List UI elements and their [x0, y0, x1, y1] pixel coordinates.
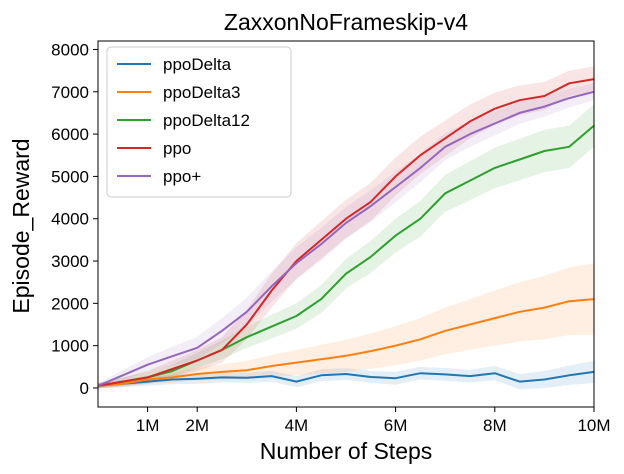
y-tick-label: 3000 [51, 252, 89, 271]
confidence-bands [98, 66, 594, 390]
band-ppoDelta [98, 360, 594, 390]
legend-label: ppoDelta12 [163, 111, 250, 130]
chart-title: ZaxxonNoFrameskip-v4 [224, 9, 468, 35]
series-line-ppoDelta3 [97, 298, 595, 387]
x-tick-label: 2M [185, 416, 209, 435]
y-tick-label: 5000 [51, 167, 89, 186]
x-tick-label: 1M [136, 416, 160, 435]
legend-label: ppo+ [163, 167, 201, 186]
x-tick-label: 8M [483, 416, 507, 435]
x-axis: 1M 2M 4M 6M 8M 10M [136, 407, 611, 435]
y-tick-label: 8000 [51, 40, 89, 59]
y-tick-label: 4000 [51, 210, 89, 229]
y-tick-label: 1000 [51, 337, 89, 356]
legend: ppoDelta ppoDelta3 ppoDelta12 ppo ppo+ [106, 46, 292, 198]
plot-frame [97, 40, 595, 408]
band-ppo+ [98, 83, 594, 389]
x-tick-label: 6M [384, 416, 408, 435]
y-axis: 0 1000 2000 3000 4000 5000 6000 7000 8000 [51, 40, 98, 398]
series-lines [97, 78, 595, 387]
band-ppoDelta12 [98, 104, 594, 389]
y-tick-label: 7000 [51, 83, 89, 102]
x-tick-label: 10M [577, 416, 610, 435]
series-line-ppo [97, 78, 595, 387]
band-ppo [98, 66, 594, 389]
legend-label: ppoDelta3 [163, 83, 241, 102]
y-tick-label: 6000 [51, 125, 89, 144]
series-line-ppo+ [97, 90, 595, 387]
x-tick-label: 4M [285, 416, 309, 435]
legend-label: ppo [163, 139, 191, 158]
y-tick-label: 2000 [51, 294, 89, 313]
x-axis-label: Number of Steps [260, 438, 433, 464]
y-axis-label: Episode_Reward [8, 138, 34, 313]
series-line-ppoDelta12 [97, 124, 595, 387]
band-ppoDelta3 [98, 263, 594, 389]
legend-box [106, 46, 292, 198]
y-tick-label: 0 [80, 379, 89, 398]
legend-label: ppoDelta [163, 55, 232, 74]
series-line-ppoDelta [97, 370, 595, 387]
